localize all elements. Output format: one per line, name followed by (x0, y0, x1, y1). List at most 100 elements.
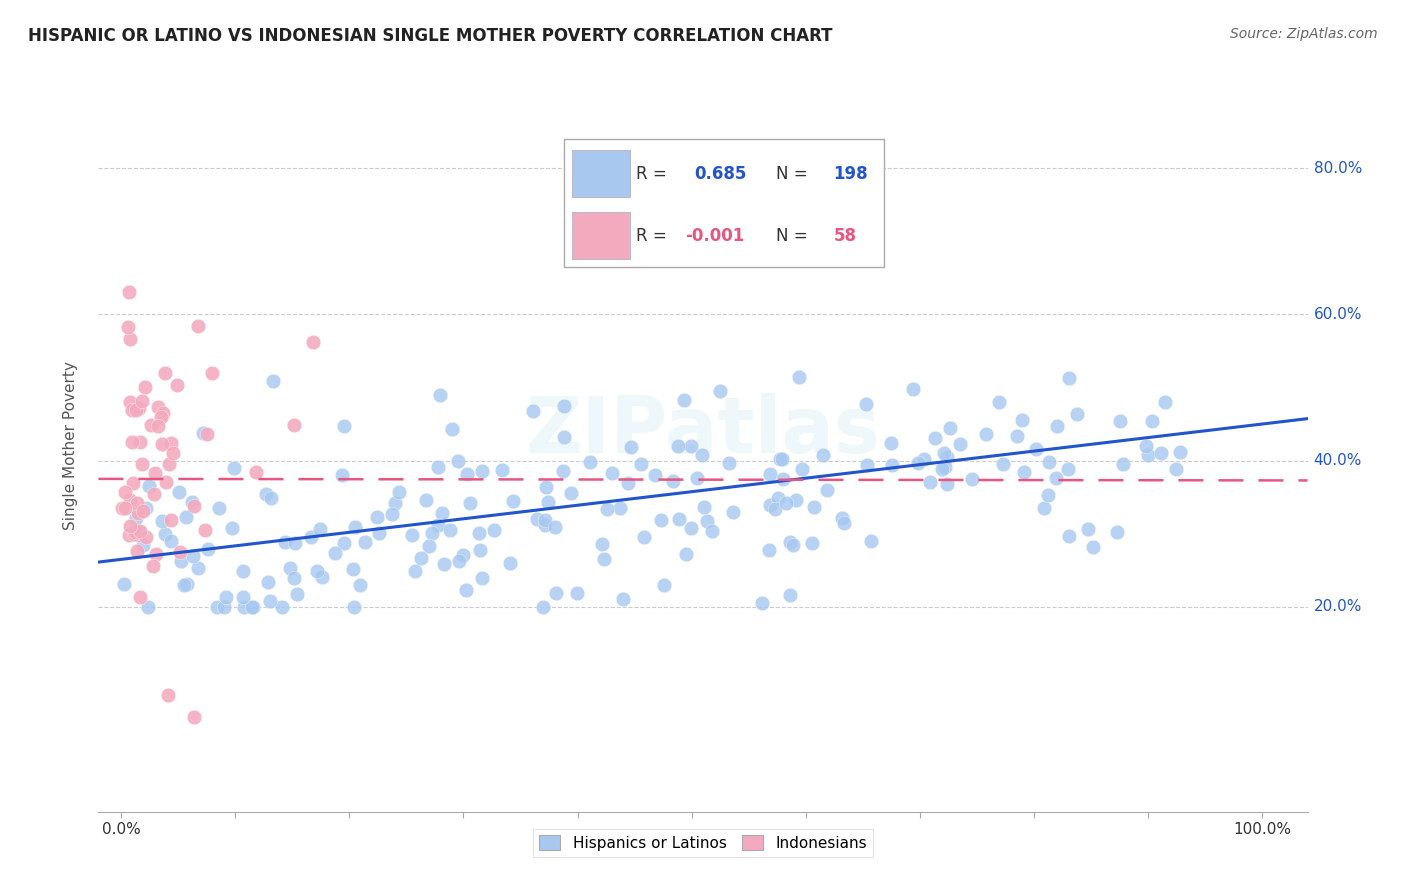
Point (242, 599, 264, 614)
Point (522, 404, 544, 418)
Point (180, 495, 202, 509)
Point (342, 562, 364, 576)
Point (534, 513, 557, 527)
Point (162, 446, 184, 460)
Point (1045, 471, 1067, 485)
Legend: Hispanics or Latinos, Indonesians: Hispanics or Latinos, Indonesians (533, 829, 873, 856)
Point (491, 463, 513, 477)
FancyBboxPatch shape (564, 139, 884, 267)
Point (415, 492, 437, 507)
Point (349, 578, 371, 592)
Text: -0.001: -0.001 (685, 227, 744, 245)
Point (856, 458, 879, 473)
Point (143, 466, 166, 480)
Point (988, 394, 1011, 409)
Point (785, 493, 807, 508)
Point (1057, 370, 1080, 384)
Point (187, 561, 209, 575)
Text: ZIPatlas: ZIPatlas (526, 393, 880, 469)
Point (118, 519, 141, 533)
Point (931, 462, 953, 476)
FancyBboxPatch shape (572, 150, 630, 197)
Point (160, 436, 183, 450)
Point (534, 480, 557, 494)
Point (174, 509, 197, 524)
Point (803, 500, 825, 515)
Point (679, 439, 702, 453)
Point (630, 457, 652, 471)
Point (232, 590, 254, 604)
Point (150, 410, 173, 425)
Point (426, 459, 449, 474)
Point (948, 437, 970, 451)
Point (143, 487, 166, 501)
Point (609, 501, 631, 516)
Point (775, 496, 797, 510)
Point (451, 548, 474, 562)
Point (224, 460, 246, 475)
Point (166, 377, 188, 392)
Point (662, 474, 685, 488)
Point (596, 502, 619, 516)
Point (302, 335, 325, 350)
Point (124, 527, 146, 541)
Point (800, 536, 823, 550)
Point (287, 587, 309, 601)
Point (409, 550, 432, 565)
Point (127, 506, 149, 520)
Point (918, 475, 941, 489)
Point (388, 485, 411, 500)
Point (544, 586, 567, 600)
Point (1105, 524, 1128, 539)
Point (907, 456, 929, 470)
Point (498, 556, 520, 570)
Point (668, 512, 690, 526)
Point (531, 599, 554, 614)
Point (128, 528, 150, 542)
Point (1038, 455, 1060, 469)
Point (343, 599, 366, 614)
Point (129, 590, 152, 604)
Point (145, 547, 167, 561)
Point (118, 527, 141, 541)
Point (127, 496, 149, 510)
Point (333, 418, 356, 433)
Point (120, 395, 142, 409)
Point (1077, 522, 1099, 536)
Point (274, 535, 297, 549)
Point (1025, 442, 1047, 457)
Point (1170, 445, 1192, 459)
Point (430, 506, 453, 520)
Point (1057, 462, 1080, 476)
Point (441, 422, 464, 436)
Point (600, 466, 623, 480)
Point (169, 545, 191, 559)
Point (118, 285, 141, 299)
Point (309, 522, 332, 536)
Point (121, 475, 143, 490)
Point (620, 440, 643, 454)
Point (125, 544, 148, 558)
Point (384, 496, 406, 510)
Point (215, 590, 238, 604)
Point (591, 537, 613, 551)
Point (427, 517, 450, 532)
Point (772, 472, 794, 486)
Point (769, 452, 792, 467)
Point (138, 479, 160, 493)
Point (131, 504, 153, 518)
Point (353, 534, 375, 549)
Point (939, 421, 962, 435)
Point (1150, 445, 1173, 459)
Point (401, 528, 423, 542)
Point (633, 530, 655, 544)
Point (404, 564, 426, 578)
Point (880, 436, 903, 450)
Point (150, 437, 173, 451)
Point (135, 530, 157, 544)
Point (439, 523, 461, 537)
Point (759, 467, 782, 481)
Point (125, 402, 148, 417)
Point (197, 542, 219, 557)
Point (1038, 487, 1060, 501)
